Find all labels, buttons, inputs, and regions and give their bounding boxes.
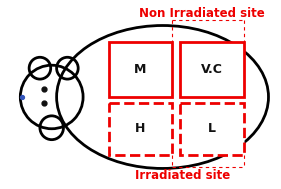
Text: H: H [135, 122, 146, 135]
Text: M: M [134, 63, 147, 76]
Text: Irradiated site: Irradiated site [135, 169, 230, 182]
Text: L: L [208, 122, 216, 135]
Bar [108, 103, 172, 155]
Bar [180, 103, 244, 155]
Bar [180, 42, 244, 97]
Text: V.C: V.C [201, 63, 223, 76]
Bar [108, 42, 172, 97]
Text: Non Irradiated site: Non Irradiated site [139, 7, 265, 20]
